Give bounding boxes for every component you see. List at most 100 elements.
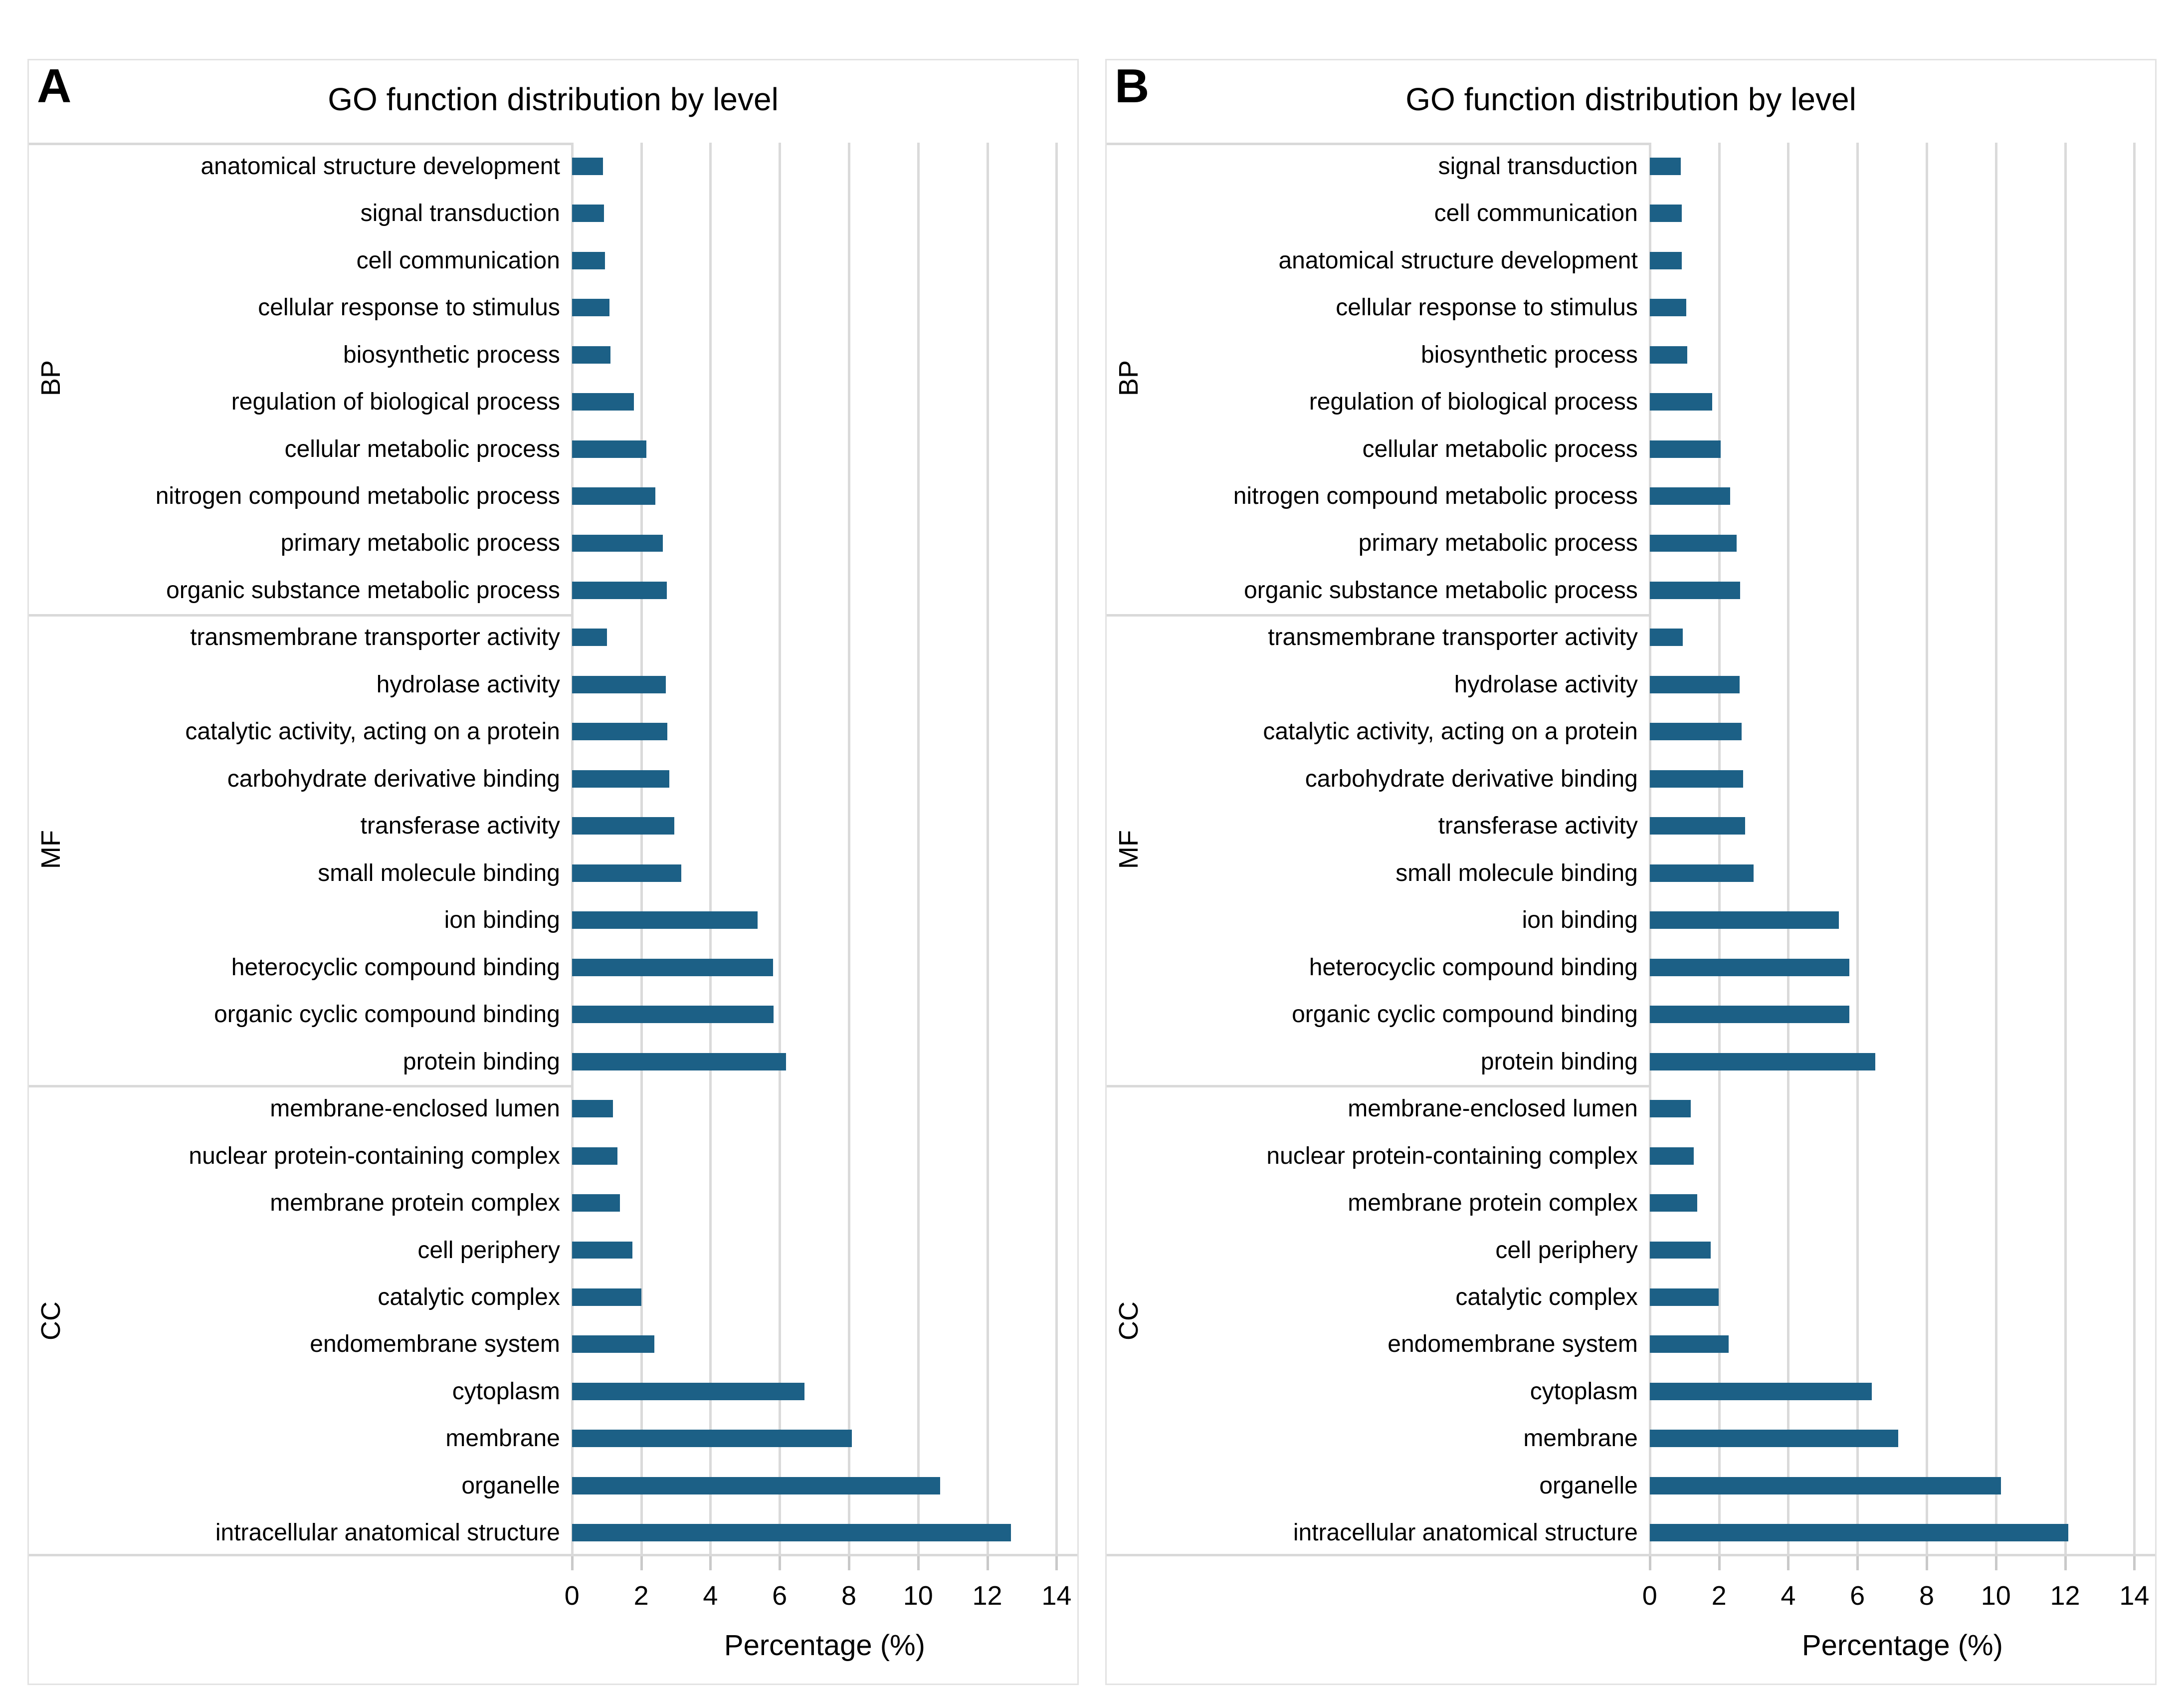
category-label: endomembrane system — [310, 1331, 560, 1358]
category-label: organic cyclic compound binding — [1292, 1001, 1638, 1028]
bar-rows: anatomical structure development signal t… — [29, 143, 1077, 1556]
bar — [572, 1241, 632, 1259]
bar-row: intracellular anatomical structure — [1107, 1509, 2155, 1556]
category-label: catalytic activity, acting on a protein — [1263, 718, 1638, 745]
tick-area: 0 2 4 6 8 10 12 14 — [565, 1556, 1077, 1631]
tick-mark-8 — [847, 1556, 850, 1570]
bar-zone — [1649, 1038, 2155, 1085]
bar — [1649, 487, 1730, 505]
tick-label-14: 14 — [1041, 1581, 1072, 1611]
group-label-MF: MF — [1114, 830, 1144, 869]
bar-zone — [1649, 567, 2155, 614]
tick-label-14: 14 — [2119, 1581, 2150, 1611]
bar — [1649, 1194, 1697, 1212]
label-box-top-border — [29, 143, 572, 145]
bar-row: small molecule binding — [1107, 850, 2155, 896]
bar-zone — [1649, 755, 2155, 802]
tick-mark-2 — [640, 1556, 643, 1570]
bar-zone — [572, 472, 1077, 519]
category-label: biosynthetic process — [1420, 341, 1638, 368]
bar — [572, 440, 647, 458]
x-axis-ticks: 0 2 4 6 8 10 12 14 — [1107, 1556, 2155, 1631]
category-label: small molecule binding — [1395, 859, 1638, 886]
bar — [572, 157, 603, 175]
category-label: heterocyclic compound binding — [1309, 954, 1638, 981]
bar-zone — [1649, 1509, 2155, 1556]
category-label: nitrogen compound metabolic process — [155, 483, 560, 510]
bar-zone — [1649, 472, 2155, 519]
bar — [1649, 440, 1721, 458]
category-label: cellular response to stimulus — [1336, 294, 1638, 321]
group-separator — [29, 614, 572, 617]
bar — [572, 1053, 787, 1070]
tick-label-0: 0 — [564, 1581, 580, 1611]
category-label: catalytic complex — [378, 1283, 560, 1310]
bar-row: membrane — [29, 1415, 1077, 1462]
bar — [572, 723, 668, 741]
bar — [1649, 911, 1839, 929]
category-label: transmembrane transporter activity — [190, 624, 560, 651]
category-label: cellular metabolic process — [284, 435, 560, 462]
group-label-BP: BP — [36, 360, 66, 397]
bar — [572, 1288, 642, 1306]
bar-zone — [1649, 237, 2155, 284]
category-label: membrane-enclosed lumen — [1348, 1095, 1638, 1122]
bar-row: cell periphery — [1107, 1227, 2155, 1274]
bar-zone — [572, 284, 1077, 331]
bar — [1649, 1147, 1694, 1165]
bar-zone — [1649, 1321, 2155, 1368]
bar-zone — [572, 991, 1077, 1038]
bar-zone — [1649, 331, 2155, 378]
gridline-14 — [2133, 143, 2136, 1556]
bar — [572, 534, 663, 552]
bar-row: primary metabolic process — [29, 520, 1077, 567]
bar — [1649, 346, 1688, 364]
bar-row: transmembrane transporter activity — [1107, 614, 2155, 661]
bar-row: nuclear protein-containing complex — [29, 1132, 1077, 1179]
bar — [572, 393, 634, 411]
category-label: membrane protein complex — [270, 1190, 560, 1217]
category-label: ion binding — [444, 907, 560, 934]
tick-mark-10 — [1994, 1556, 1997, 1570]
category-label: regulation of biological process — [231, 389, 560, 416]
bar-zone — [572, 944, 1077, 991]
gridlines-layer — [1648, 143, 2155, 1556]
tick-label-6: 6 — [772, 1581, 788, 1611]
bar-zone — [1649, 661, 2155, 708]
bar — [1649, 157, 1681, 175]
category-label: catalytic activity, acting on a protein — [185, 718, 560, 745]
tick-area: 0 2 4 6 8 10 12 14 — [1642, 1556, 2155, 1631]
category-label: membrane — [445, 1425, 560, 1452]
category-label: anatomical structure development — [200, 153, 560, 180]
bar — [572, 817, 675, 835]
bar — [1649, 675, 1740, 693]
category-label: carbohydrate derivative binding — [1305, 765, 1638, 792]
gridline-8 — [847, 143, 850, 1556]
bar-zone — [1649, 520, 2155, 567]
tick-mark-14 — [2133, 1556, 2136, 1570]
bar-row: biosynthetic process — [29, 331, 1077, 378]
group-label-CC: CC — [1114, 1301, 1144, 1340]
category-label: transferase activity — [1438, 813, 1638, 840]
category-label: signal transduction — [360, 200, 560, 227]
gridline-4 — [1787, 143, 1790, 1556]
bar — [1649, 1053, 1875, 1070]
plot-area: signal transduction cell communication ana… — [1107, 143, 2155, 1556]
bar-row: organic cyclic compound binding — [29, 991, 1077, 1038]
category-label: cell communication — [1434, 200, 1638, 227]
bar-row: organelle — [29, 1462, 1077, 1509]
bar-row: cytoplasm — [1107, 1368, 2155, 1415]
bar-row: transferase activity — [1107, 803, 2155, 850]
panel-letter: B — [1115, 59, 1150, 113]
bar-zone — [572, 1462, 1077, 1509]
category-label: carbohydrate derivative binding — [227, 765, 560, 792]
bar-zone — [572, 426, 1077, 472]
bar-row: carbohydrate derivative binding — [29, 755, 1077, 802]
bar-row: protein binding — [29, 1038, 1077, 1085]
bar — [1649, 864, 1754, 882]
tick-mark-10 — [917, 1556, 920, 1570]
tick-mark-8 — [1925, 1556, 1928, 1570]
tick-label-0: 0 — [1642, 1581, 1657, 1611]
category-label: organic substance metabolic process — [1244, 577, 1638, 604]
